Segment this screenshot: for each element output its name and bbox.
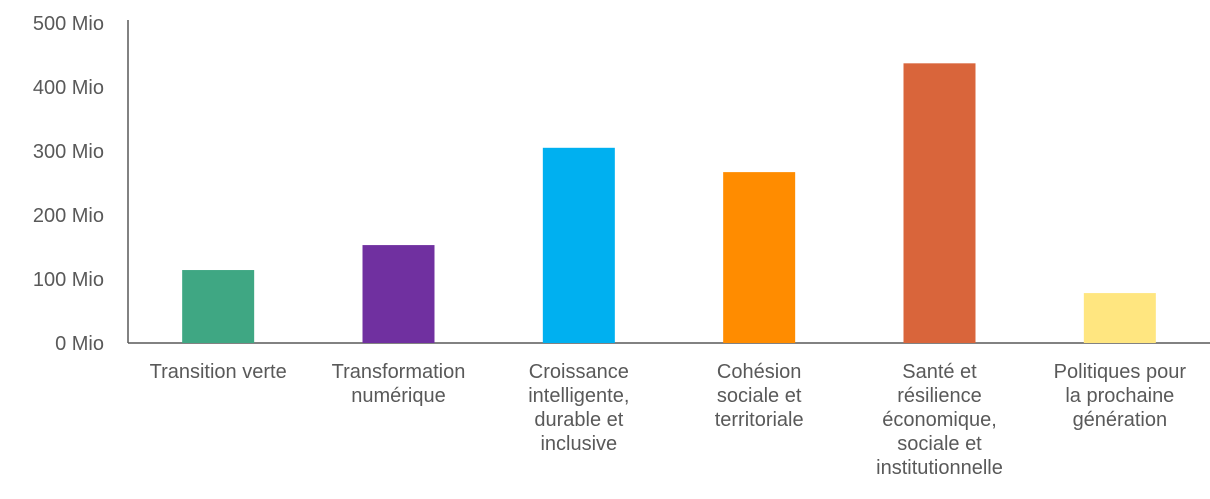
y-tick-labels: 0 Mio 100 Mio 200 Mio 300 Mio 400 Mio 500 Mio — [33, 13, 104, 355]
y-tick-label: 400 Mio — [33, 77, 104, 99]
y-tick-label: 500 Mio — [33, 13, 104, 35]
y-tick-label: 200 Mio — [33, 205, 104, 227]
bar — [362, 245, 435, 343]
x-category-label: Transformation numérique — [332, 361, 466, 407]
bar — [903, 63, 976, 343]
y-tick-label: 0 Mio — [55, 333, 104, 355]
bar — [182, 270, 255, 343]
bar — [723, 172, 796, 343]
y-tick-label: 100 Mio — [33, 269, 104, 291]
x-category-label: Croissance intelligente, durable et inclusi… — [528, 361, 629, 455]
y-tick-label: 300 Mio — [33, 141, 104, 163]
x-category-label: Cohésion sociale et territoriale — [715, 361, 804, 431]
x-category-label: Politiques pour la prochaine génération — [1054, 361, 1187, 431]
x-category-label: Transition verte — [150, 361, 287, 383]
category-labels: Transition verte Transformation numérique C… — [150, 361, 1187, 479]
bars — [182, 63, 1156, 343]
x-category-label: Santé et résilience économique, sociale et i… — [876, 361, 1003, 479]
bar — [542, 147, 615, 343]
bar — [1083, 293, 1156, 343]
